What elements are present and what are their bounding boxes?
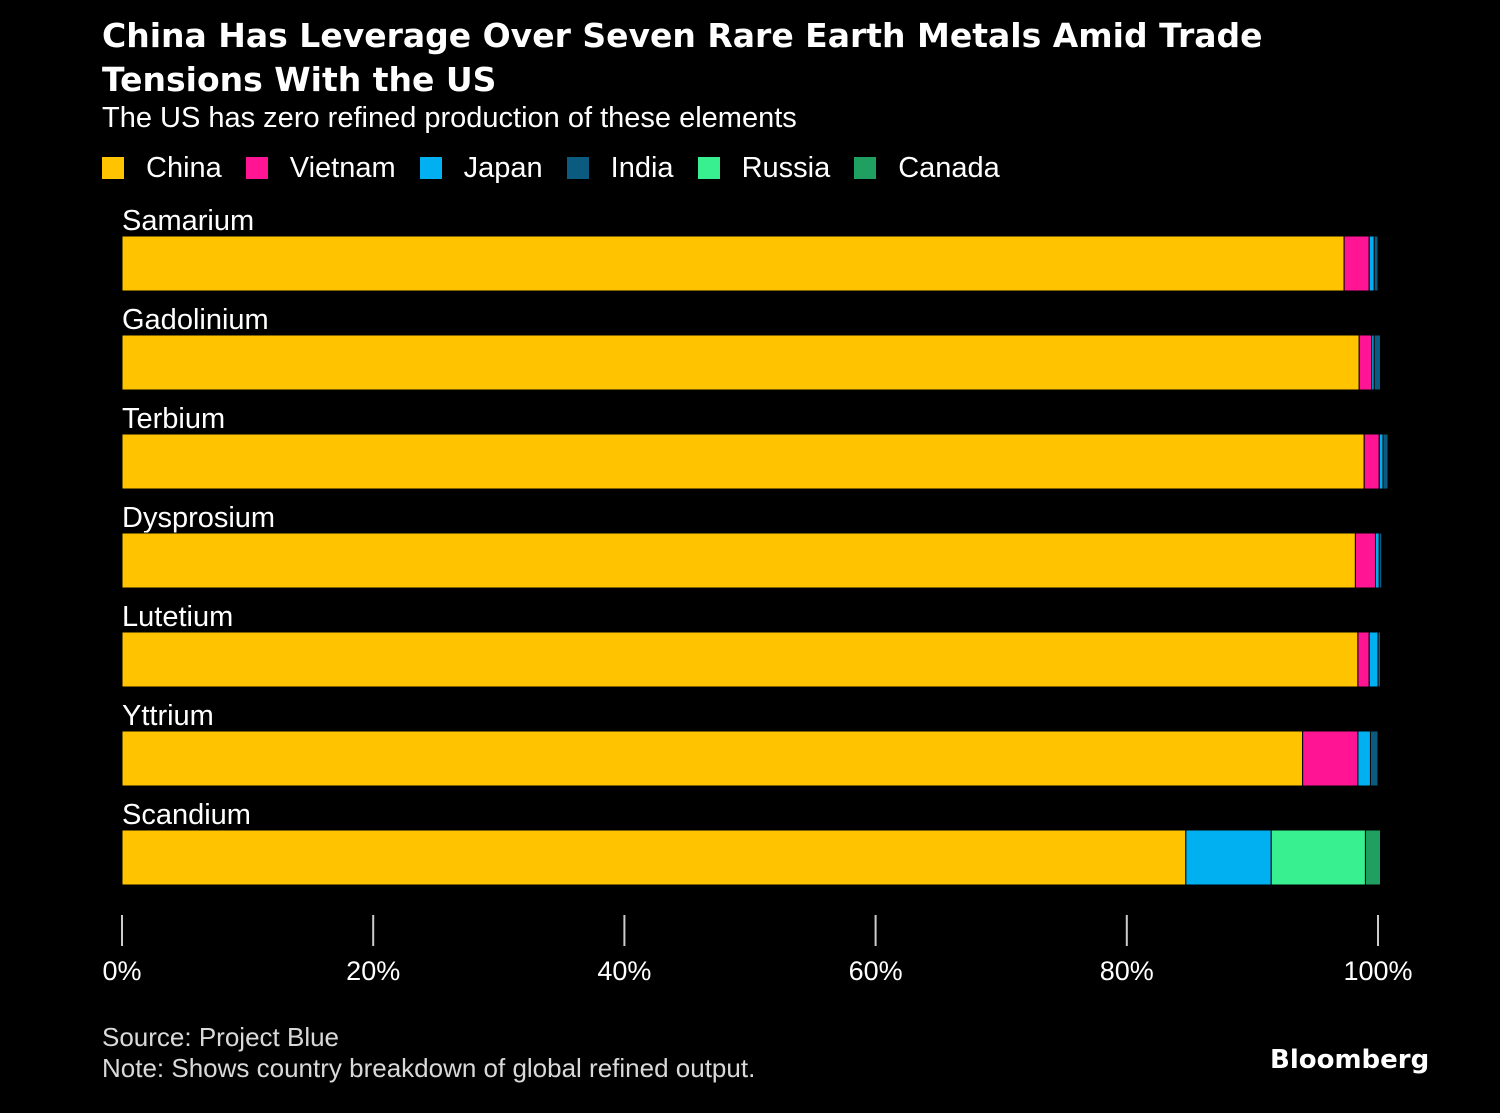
legend-swatch	[419, 157, 442, 179]
bar-segment-lutetium-china	[121, 631, 1359, 688]
bar-segment-yttrium-japan	[1357, 730, 1371, 787]
x-tick-label: 80%	[1100, 956, 1154, 986]
chart-title: China Has Leverage Over Seven Rare Earth…	[102, 16, 1263, 99]
category-label-terbium: Terbium	[122, 403, 225, 435]
legend-label: China	[146, 152, 222, 184]
bar-segment-samarium-vietnam	[1343, 235, 1370, 292]
legend-label: India	[610, 152, 674, 184]
legend: China Vietnam Japan India Russia Canada	[102, 150, 1024, 186]
legend-swatch	[697, 157, 720, 179]
bar-segment-lutetium-japan	[1368, 631, 1379, 688]
bar-segment-scandium-canada	[1364, 829, 1382, 886]
bar-segment-dysprosium-india	[1378, 532, 1383, 589]
footnote: Note: Shows country breakdown of global …	[102, 1053, 756, 1083]
legend-label: Vietnam	[289, 152, 396, 184]
category-label-gadolinium: Gadolinium	[122, 304, 269, 336]
bar-segment-terbium-japan	[1378, 433, 1384, 490]
chart-subtitle: The US has zero refined production of th…	[102, 102, 797, 134]
chart-plot: Samarium Gadolinium Terbium Dysprosium Lutet…	[102, 205, 1412, 986]
category-label-yttrium: Yttrium	[122, 700, 214, 732]
bar-segment-terbium-china	[121, 433, 1365, 490]
legend-item-japan: Japan	[419, 150, 543, 186]
bar-segment-samarium-india	[1373, 235, 1379, 292]
category-label-dysprosium: Dysprosium	[122, 502, 275, 534]
legend-item-india: India	[566, 150, 674, 186]
bar-segment-samarium-japan	[1368, 235, 1375, 292]
category-label-lutetium: Lutetium	[122, 601, 233, 633]
x-tick-label: 20%	[346, 956, 400, 986]
bar-segment-yttrium-india	[1369, 730, 1379, 787]
legend-label: Japan	[463, 152, 543, 184]
category-label-scandium: Scandium	[122, 799, 251, 831]
legend-swatch	[102, 157, 124, 179]
legend-swatch	[245, 157, 268, 179]
legend-item-china: China	[102, 150, 222, 186]
legend-item-canada: Canada	[854, 150, 1000, 186]
bar-segment-gadolinium-china	[121, 334, 1360, 391]
x-tick-label: 100%	[1343, 956, 1412, 986]
legend-swatch	[854, 157, 877, 179]
chart-footer: Source: Project Blue Note: Shows country…	[102, 1022, 755, 1084]
x-tick-label: 0%	[102, 956, 141, 986]
legend-label: Canada	[898, 152, 1000, 184]
bar-segment-lutetium-india	[1377, 631, 1382, 688]
category-label-samarium: Samarium	[122, 205, 254, 237]
bar-segment-yttrium-china	[121, 730, 1304, 787]
bar-segment-gadolinium-india	[1373, 334, 1382, 391]
bar-segment-terbium-india	[1382, 433, 1389, 490]
legend-label: Russia	[741, 152, 831, 184]
bar-segment-scandium-japan	[1185, 829, 1272, 886]
bloomberg-logo: Bloomberg	[1270, 1045, 1430, 1075]
legend-swatch	[566, 157, 589, 179]
bar-segment-dysprosium-china	[121, 532, 1356, 589]
bar-segment-scandium-russia	[1270, 829, 1366, 886]
x-tick-label: 40%	[597, 956, 651, 986]
bar-segment-dysprosium-vietnam	[1354, 532, 1376, 589]
bar-segment-scandium-china	[121, 829, 1187, 886]
legend-item-russia: Russia	[697, 150, 831, 186]
bar-segment-dysprosium-japan	[1374, 532, 1380, 589]
bar-segment-lutetium-vietnam	[1357, 631, 1370, 688]
bar-segment-terbium-vietnam	[1363, 433, 1380, 490]
legend-item-vietnam: Vietnam	[245, 150, 396, 186]
bar-segment-yttrium-vietnam	[1302, 730, 1359, 787]
bar-segment-samarium-china	[121, 235, 1345, 292]
x-tick-label: 60%	[849, 956, 903, 986]
source-note: Source: Project Blue	[102, 1022, 340, 1052]
bar-segment-gadolinium-vietnam	[1358, 334, 1373, 391]
